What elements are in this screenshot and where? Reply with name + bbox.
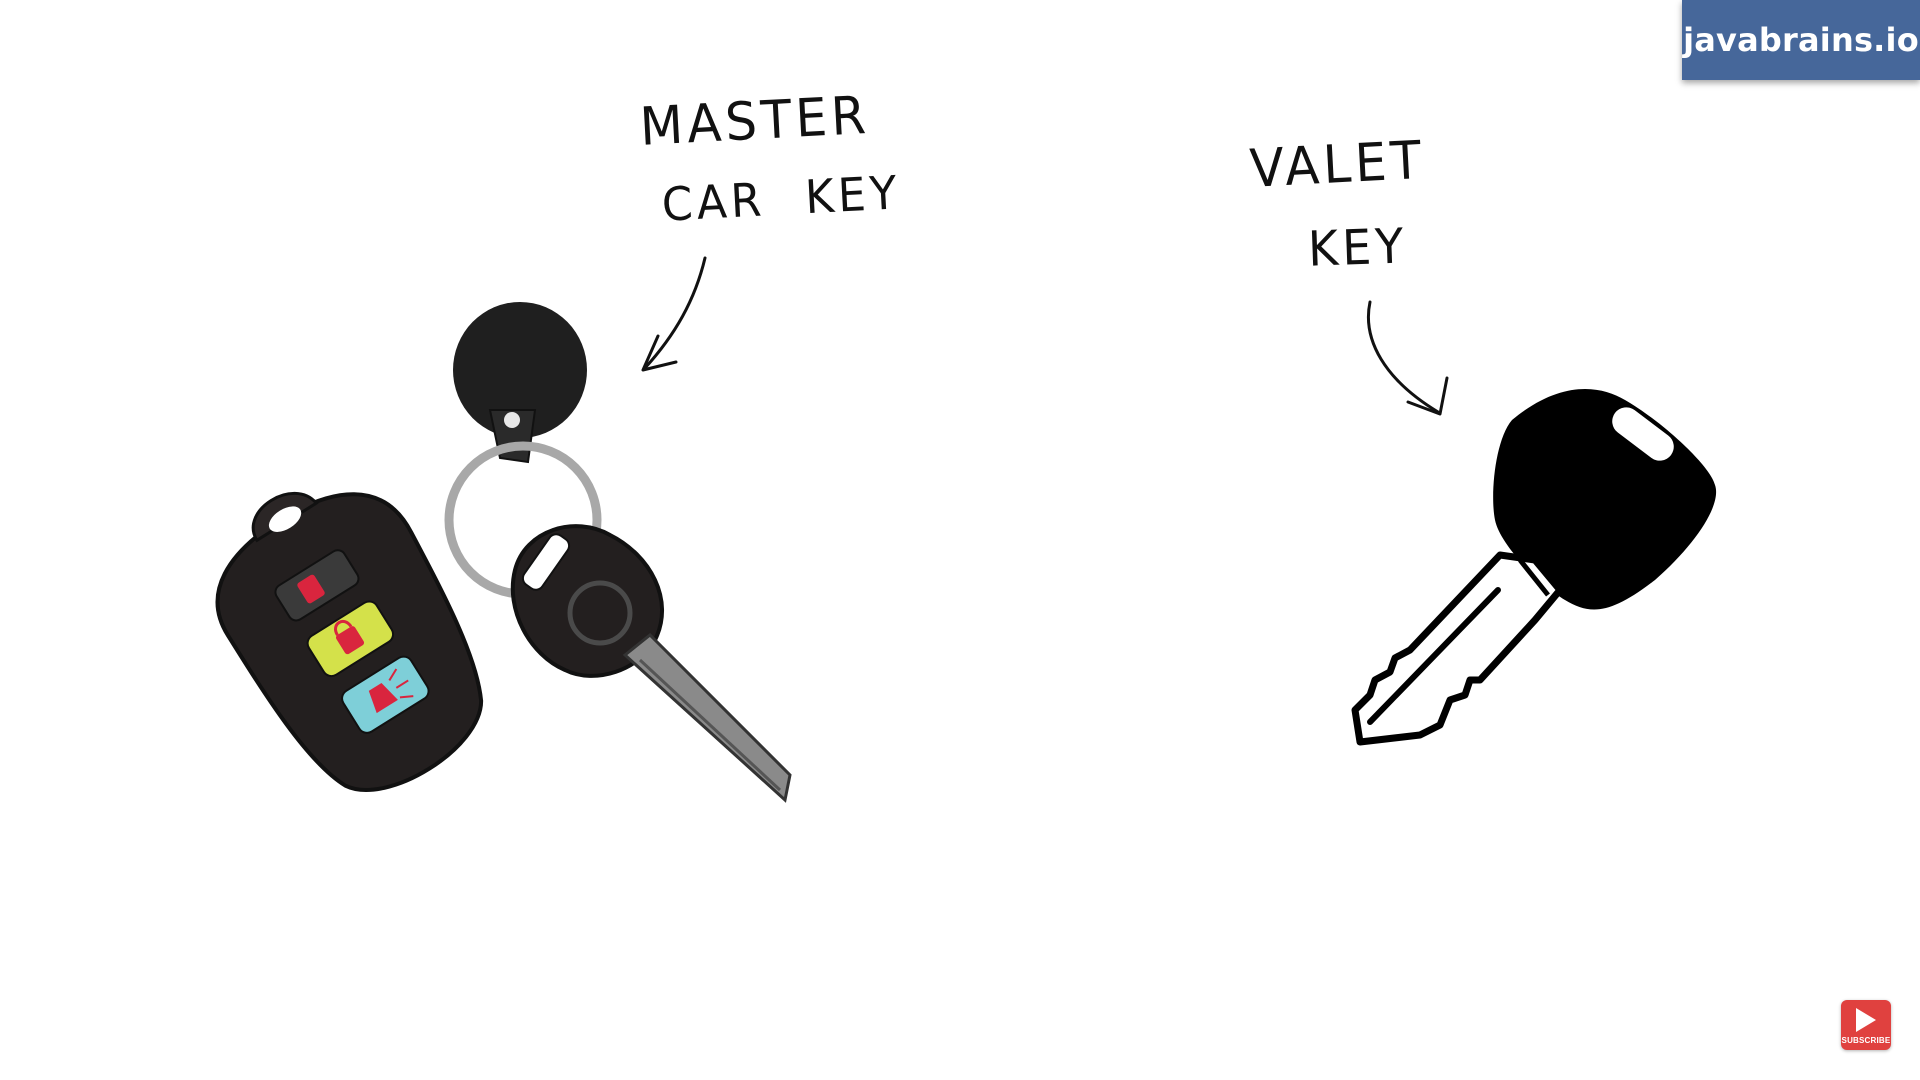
play-icon: [1856, 1007, 1876, 1032]
master-arrow: [641, 256, 707, 372]
ignition-key: [510, 524, 792, 803]
leather-tag: [453, 302, 587, 464]
valet-key-icon[interactable]: [1351, 388, 1717, 746]
brand-text: javabrains.io: [1683, 21, 1919, 59]
subscribe-button[interactable]: SUBSCRIBE: [1841, 1000, 1891, 1050]
valet-arrow: [1367, 300, 1449, 416]
car-key-fob-icon[interactable]: [179, 302, 792, 822]
remote-fob: [215, 491, 484, 792]
subscribe-label: SUBSCRIBE: [1841, 1035, 1891, 1045]
brand-badge[interactable]: javabrains.io: [1682, 0, 1920, 80]
